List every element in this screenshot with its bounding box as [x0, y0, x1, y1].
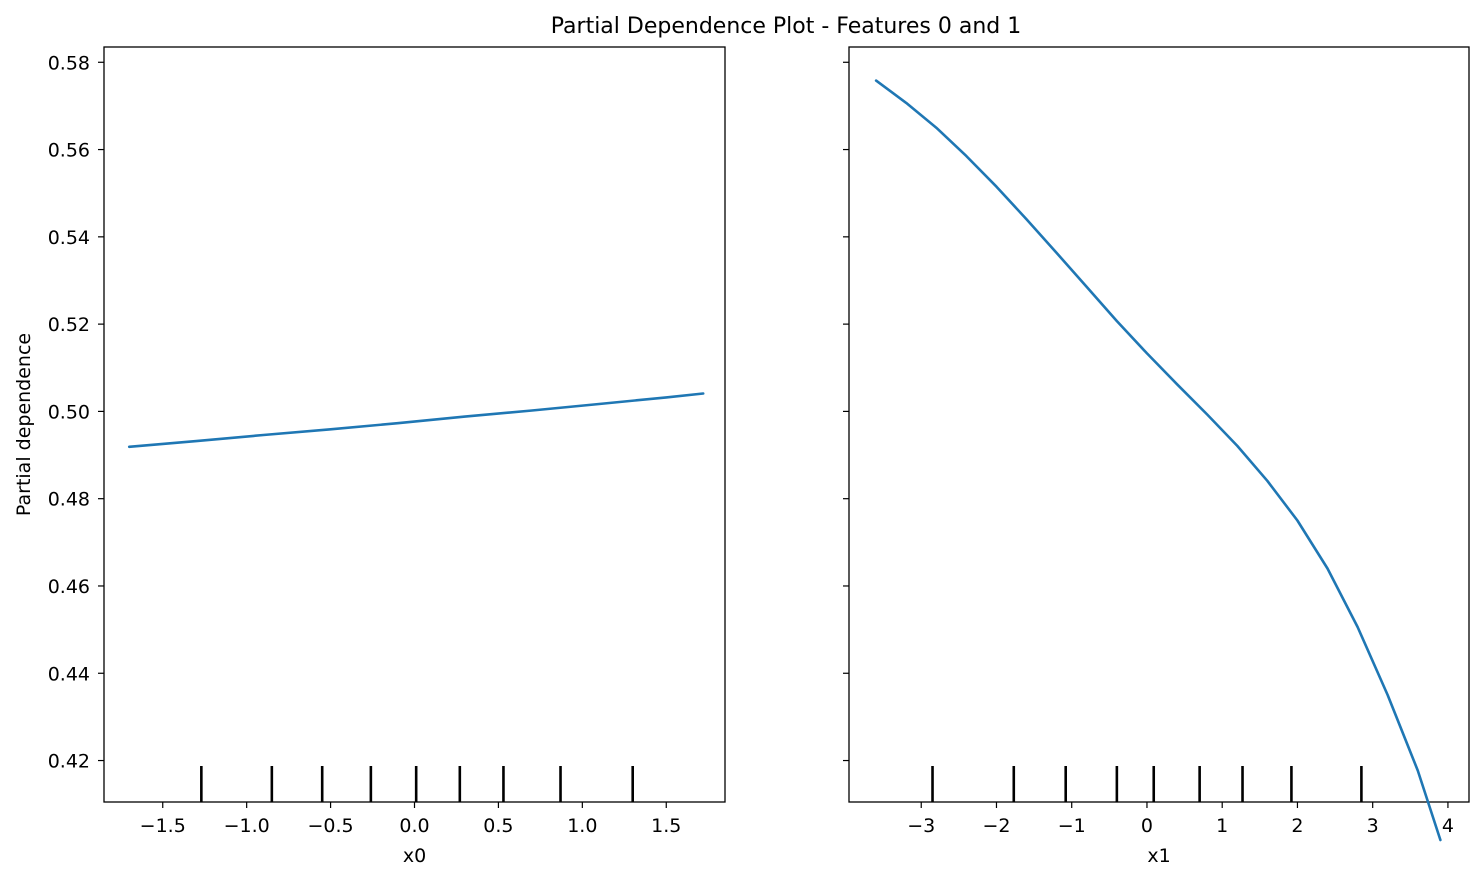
panel-0-xtick-label: −1.0 — [224, 815, 270, 837]
panel-1-xlabel: x1 — [1147, 845, 1170, 867]
panel-1-xtick-label: 1 — [1216, 815, 1228, 837]
panel-0-xtick-label: 1.0 — [567, 815, 597, 837]
panel-0-ytick-label: 0.56 — [48, 140, 90, 162]
panel-0-ytick-label: 0.52 — [48, 314, 90, 336]
panel-1-xtick-label: 0 — [1141, 815, 1153, 837]
panel-0-ylabel: Partial dependence — [13, 333, 35, 516]
panel-0-xtick-label: 1.5 — [651, 815, 681, 837]
panel-0-ytick-label: 0.58 — [48, 52, 90, 74]
panel-1-xtick-label: 4 — [1442, 815, 1454, 837]
panel-0-ytick-label: 0.48 — [48, 489, 90, 511]
panel-0-ytick-label: 0.50 — [48, 401, 90, 423]
panel-1-xtick-label: −2 — [982, 815, 1010, 837]
panel-0-xtick-label: 0.5 — [483, 815, 513, 837]
panel-x0: −1.5 −1.0 −0.5 0.0 0.5 1.0 1.5 0.42 0.44 0.46 0.48… — [13, 46, 726, 867]
panel-1-xtick-label: 2 — [1291, 815, 1303, 837]
panel-x1: −3 −2 −1 0 1 2 3 4 x1 — [843, 46, 1470, 867]
panel-0-ytick-label: 0.46 — [48, 576, 90, 598]
panel-1-xtick-label: −3 — [907, 815, 935, 837]
panel-1-xtick-label: 3 — [1367, 815, 1379, 837]
chart-title: Partial Dependence Plot - Features 0 and… — [551, 14, 1021, 39]
panel-0-xtick-label: −0.5 — [308, 815, 354, 837]
panel-0-ytick-label: 0.44 — [48, 663, 90, 685]
panel-1-axes-frame — [848, 46, 1470, 803]
panel-0-xlabel: x0 — [403, 845, 426, 867]
panel-1-xtick-label: −1 — [1058, 815, 1086, 837]
panel-0-xtick-label: −1.5 — [140, 815, 186, 837]
panel-0-series-line — [127, 392, 705, 449]
panel-0-xtick-label: 0.0 — [399, 815, 429, 837]
panel-0-axes-frame — [103, 46, 726, 803]
panel-1-series-line — [874, 79, 1442, 842]
panel-0-ytick-label: 0.54 — [48, 227, 90, 249]
panel-0-ytick-label: 0.42 — [48, 751, 90, 773]
